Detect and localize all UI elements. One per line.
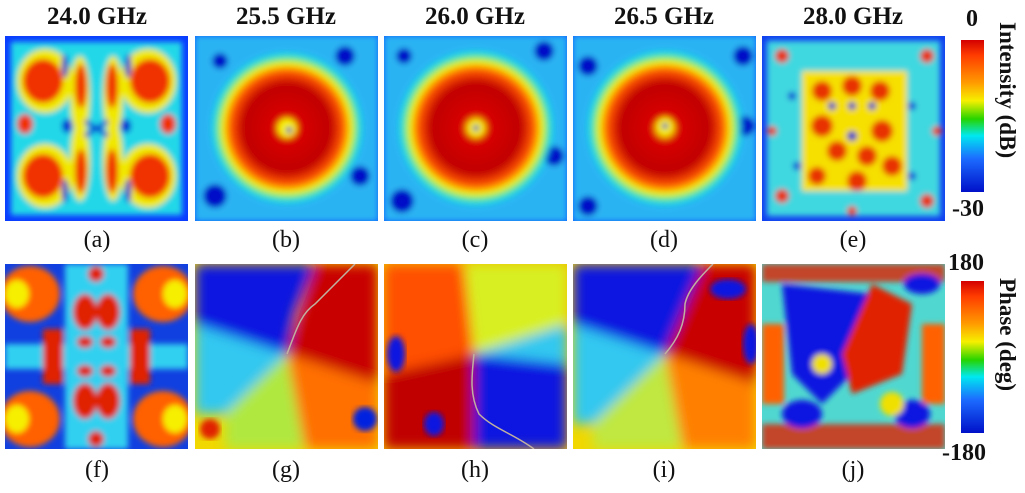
- caption-i: (i): [652, 457, 676, 483]
- phase-map-i: [573, 264, 756, 449]
- caption-j: (j): [841, 457, 865, 483]
- phase-colorbar: [961, 281, 984, 433]
- phase-map-f: [5, 264, 188, 449]
- phase-map-h: [384, 264, 567, 449]
- caption-c: (c): [461, 227, 489, 253]
- caption-d: (d): [650, 227, 678, 253]
- frequency-label-3: 26.0 GHz: [425, 3, 525, 30]
- intensity-map-e: [762, 36, 945, 221]
- phase-colorbar-min: -180: [942, 440, 986, 466]
- phase-map-j: [762, 264, 945, 449]
- phase-colorbar-max: 180: [948, 250, 984, 276]
- caption-f: (f): [85, 457, 109, 483]
- caption-h: (h): [461, 457, 489, 483]
- intensity-colorbar-max: 0: [966, 6, 978, 32]
- caption-e: (e): [839, 227, 867, 253]
- caption-b: (b): [272, 227, 300, 253]
- caption-g: (g): [272, 457, 300, 483]
- phase-colorbar-label: Phase (deg): [995, 278, 1020, 392]
- phase-map-g: [195, 264, 378, 449]
- intensity-map-a: [5, 36, 188, 221]
- caption-a: (a): [83, 227, 111, 253]
- frequency-label-5: 28.0 GHz: [803, 3, 903, 30]
- intensity-colorbar: [961, 40, 984, 192]
- frequency-label-4: 26.5 GHz: [614, 3, 714, 30]
- intensity-map-b: [195, 36, 378, 221]
- frequency-label-1: 24.0 GHz: [47, 3, 147, 30]
- intensity-colorbar-min: -30: [952, 196, 984, 222]
- intensity-map-d: [573, 36, 756, 221]
- intensity-map-c: [384, 36, 567, 221]
- intensity-colorbar-label: Intensity (dB): [995, 22, 1020, 159]
- frequency-label-2: 25.5 GHz: [236, 3, 336, 30]
